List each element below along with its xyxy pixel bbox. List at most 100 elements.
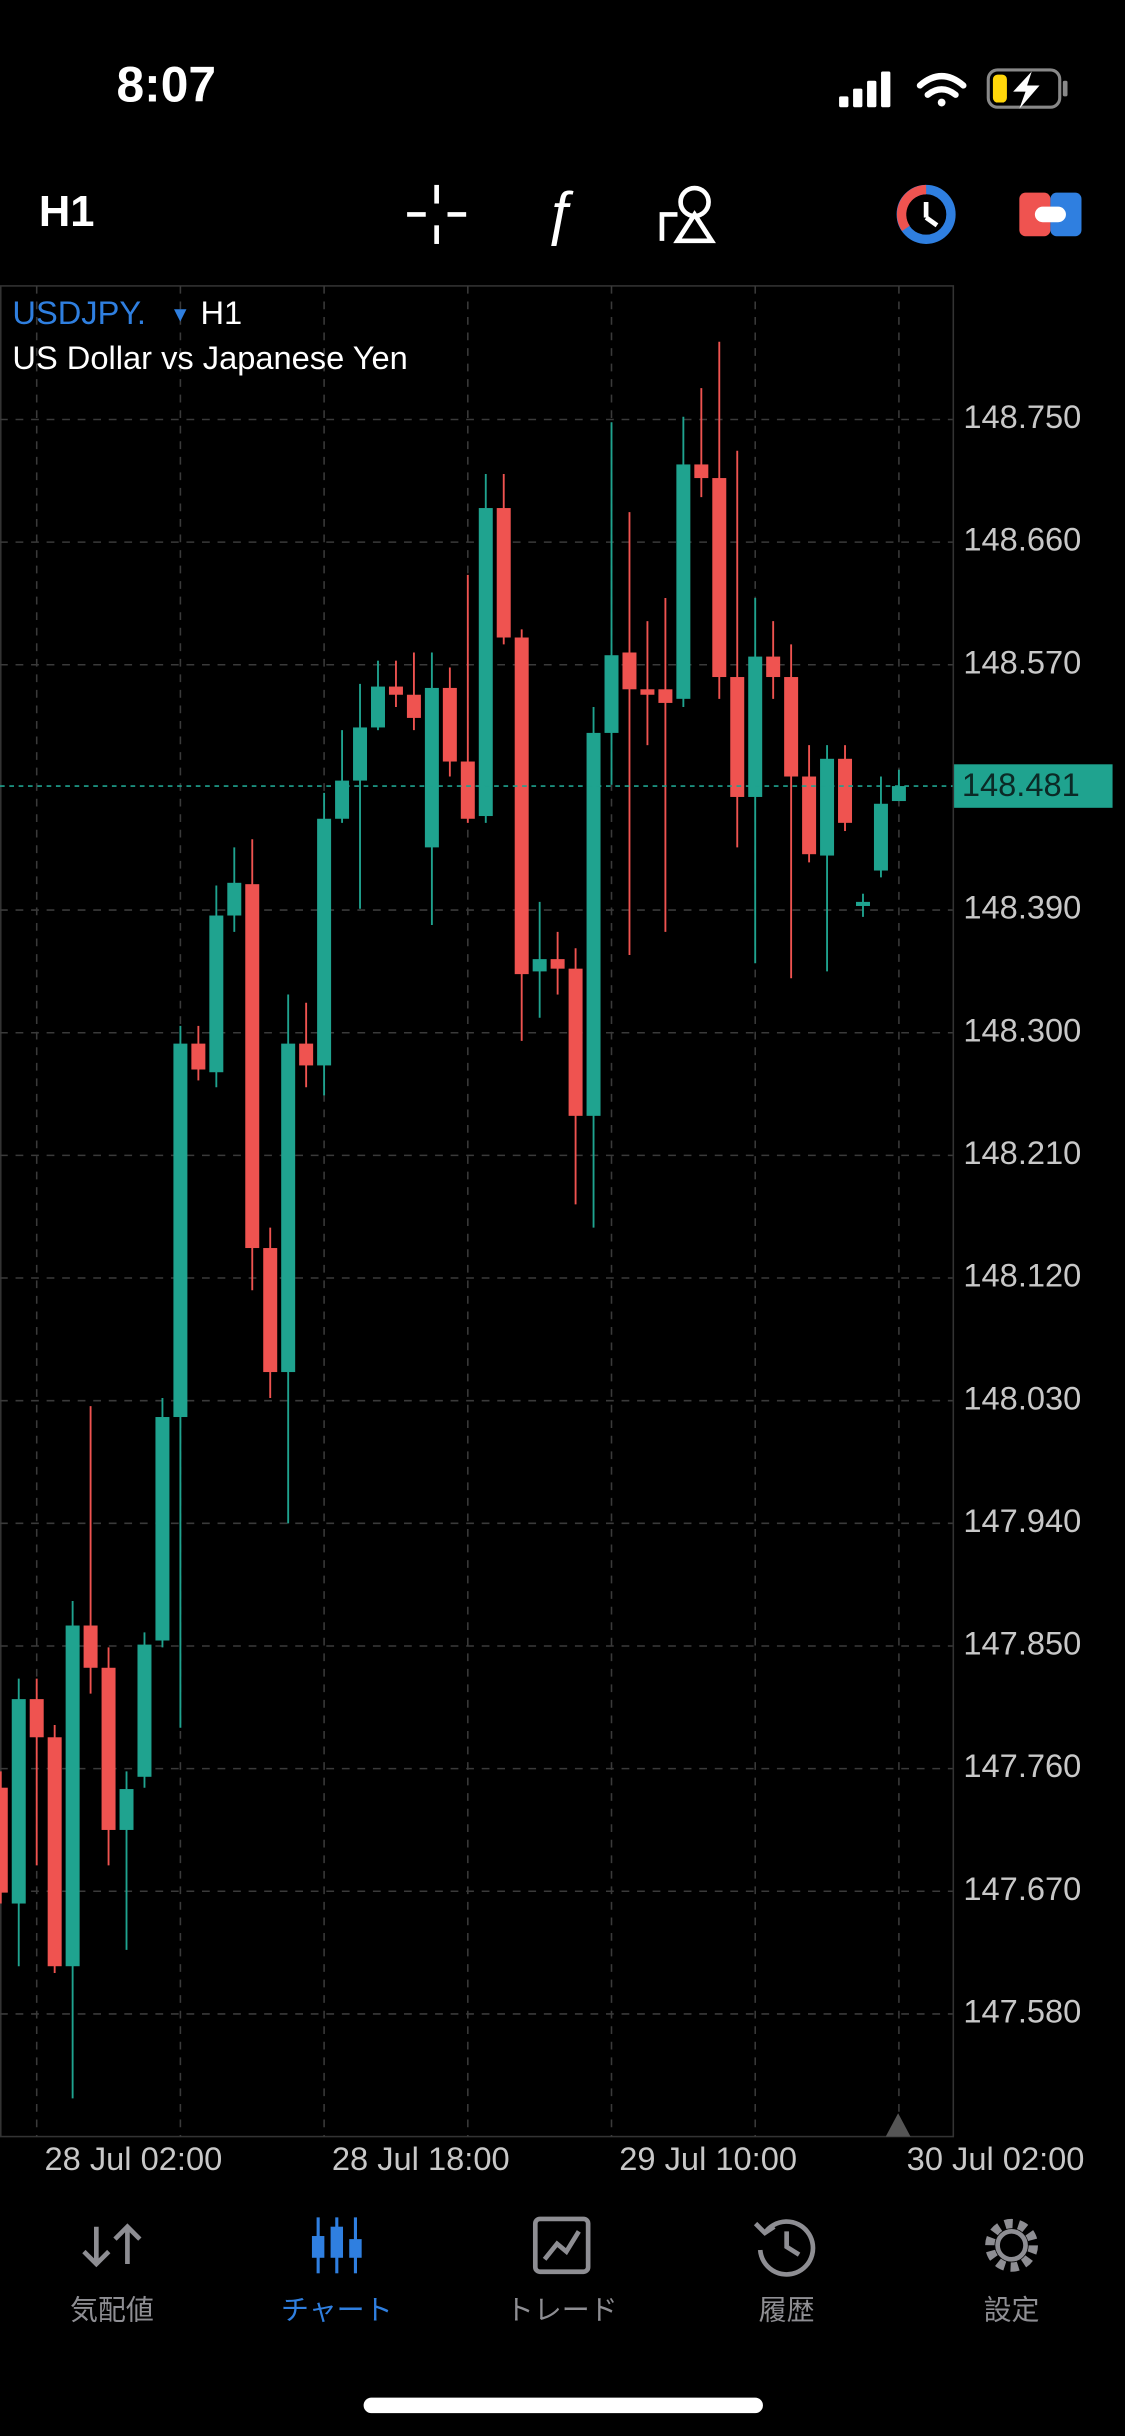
- y-tick-label: 147.760: [963, 1747, 1081, 1784]
- candle-body: [478, 508, 493, 817]
- tab-icon: [82, 2223, 142, 2268]
- tab-button[interactable]: [753, 2219, 816, 2277]
- candle-body: [406, 694, 421, 718]
- candle-body: [119, 1789, 134, 1830]
- one-click-button[interactable]: [1019, 192, 1082, 237]
- candle-body: [29, 1699, 44, 1738]
- objects-button[interactable]: [659, 185, 716, 244]
- candle-body: [586, 732, 601, 1116]
- y-tick-label: 147.670: [963, 1870, 1081, 1907]
- candle-body: [496, 508, 511, 638]
- symbol-dropdown[interactable]: [174, 309, 187, 322]
- battery-icon: [986, 68, 1068, 109]
- candle-body: [514, 637, 529, 975]
- y-tick-label: 148.120: [963, 1257, 1081, 1294]
- candle-body: [730, 677, 745, 797]
- candle-body: [173, 1043, 188, 1418]
- current-price-badge: [954, 764, 1113, 808]
- tab-label: 履歴: [759, 2295, 815, 2326]
- candle-body: [353, 727, 368, 781]
- candle-body: [622, 652, 637, 690]
- candle-body: [802, 776, 817, 855]
- candle-body: [47, 1737, 62, 1967]
- candle-body: [694, 464, 709, 479]
- y-tick-label: 147.580: [963, 1993, 1081, 2030]
- candle-body: [155, 1417, 170, 1641]
- candle-body: [209, 915, 224, 1073]
- signal-icon: [839, 71, 891, 108]
- candle-body: [317, 818, 332, 1066]
- wifi-icon: [916, 73, 967, 107]
- y-tick-label: 147.940: [963, 1502, 1081, 1539]
- candle-body: [137, 1644, 152, 1777]
- candle-body: [245, 884, 260, 1249]
- chart-timeframe: H1: [200, 294, 242, 331]
- tab-icon: [532, 2216, 591, 2275]
- candle-body: [550, 959, 565, 969]
- y-tick-label: 148.390: [963, 889, 1081, 926]
- candle-body: [658, 689, 673, 703]
- plot-area: [0, 285, 953, 2137]
- candle-body: [299, 1043, 314, 1066]
- x-tick-label: 30 Jul 02:00: [907, 2140, 1085, 2177]
- tab-button[interactable]: [82, 2223, 142, 2268]
- crosshair-button[interactable]: [407, 184, 467, 244]
- tab-button[interactable]: [985, 2218, 1038, 2272]
- tab-icon: [753, 2219, 816, 2277]
- candle-body: [263, 1248, 278, 1373]
- candle-body: [604, 655, 619, 733]
- y-tick-label: 148.570: [963, 643, 1081, 680]
- x-tick-label: 28 Jul 18:00: [332, 2140, 510, 2177]
- x-tick-label: 29 Jul 10:00: [619, 2140, 797, 2177]
- candle-body: [227, 882, 242, 916]
- candle-body: [676, 464, 691, 699]
- candle-body: [784, 677, 799, 777]
- trade-signal-button[interactable]: [896, 184, 956, 244]
- status-time: 8:07: [117, 57, 217, 113]
- candle-body: [855, 901, 870, 906]
- current-price-label: 148.481: [962, 766, 1080, 803]
- tab-icon: [311, 2236, 325, 2258]
- candle-body: [460, 761, 475, 819]
- candle-body: [83, 1625, 98, 1668]
- symbol[interactable]: USDJPY.: [12, 294, 146, 331]
- tab-button[interactable]: [532, 2216, 591, 2275]
- candle-body: [532, 959, 547, 972]
- y-tick-label: 148.300: [963, 1011, 1081, 1048]
- candle-body: [424, 687, 439, 848]
- candle-body: [335, 780, 350, 819]
- candle-body: [191, 1043, 206, 1070]
- candle-body: [748, 656, 763, 797]
- home-indicator: [363, 2397, 763, 2414]
- y-tick-label: 148.660: [963, 521, 1081, 558]
- candle-body: [0, 1787, 8, 1893]
- tab-label: トレード: [506, 2295, 618, 2326]
- symbol-description: US Dollar vs Japanese Yen: [12, 339, 407, 376]
- toolbar-timeframe[interactable]: H1: [39, 188, 95, 236]
- candle-body: [820, 758, 835, 856]
- candle-body: [712, 478, 727, 678]
- indicators-button[interactable]: ƒ: [543, 180, 576, 246]
- candle-body: [766, 656, 781, 678]
- y-tick-label: 148.750: [963, 398, 1081, 435]
- candle-body: [11, 1699, 26, 1904]
- chart-frame: [0, 285, 955, 2138]
- candle-body: [371, 686, 385, 728]
- tab-icon: [349, 2239, 362, 2258]
- candle-body: [281, 1043, 296, 1373]
- chart-shift-marker[interactable]: [885, 2113, 911, 2137]
- tab-button[interactable]: [311, 2217, 362, 2274]
- candle-body: [838, 758, 853, 823]
- tab-icon: [542, 2230, 581, 2261]
- candle-body: [101, 1667, 116, 1830]
- tab-label: 設定: [984, 2295, 1040, 2326]
- candle-body: [873, 803, 888, 871]
- y-tick-label: 147.850: [963, 1625, 1081, 1662]
- tab-label: チャート: [281, 2295, 393, 2326]
- tab-bar: 気配値 チャート トレード 履歴 設定: [70, 2216, 1040, 2326]
- tab-icon: [330, 2226, 344, 2258]
- candle-body: [891, 786, 906, 802]
- x-tick-label: 28 Jul 02:00: [44, 2140, 222, 2177]
